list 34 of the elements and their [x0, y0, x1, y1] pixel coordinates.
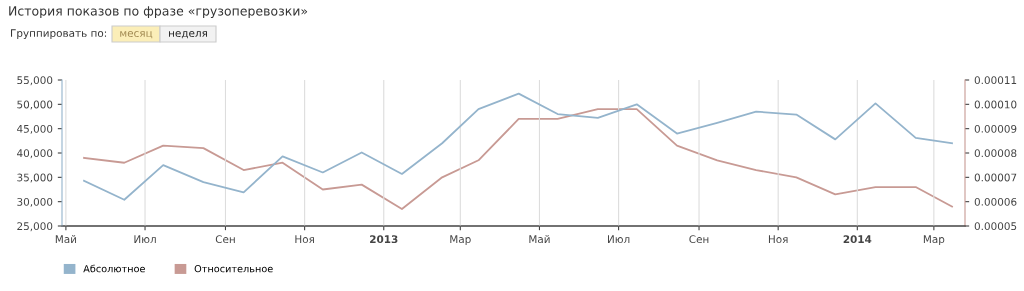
y2-tick-label: 0.00006: [974, 197, 1017, 206]
text: неделя: [169, 31, 207, 39]
x-tick-label: Сен: [215, 235, 235, 244]
x-tick-label: Июл: [608, 235, 630, 244]
y2-tick-label: 0.00009: [974, 124, 1017, 133]
x-tick-label: 2013: [370, 235, 398, 244]
text: Группировать по:: [11, 29, 107, 40]
text: месяц: [120, 31, 153, 39]
line-series: [83, 108, 953, 210]
x-tick-label: Май: [55, 235, 77, 244]
y-tick-label: 50,000: [17, 100, 53, 110]
legend-label: Абсолютное: [83, 264, 145, 273]
y2-tick-label: 0.00005: [974, 222, 1017, 231]
x-tick-label: 2014: [843, 235, 872, 244]
x-tick-label: Мар: [450, 235, 471, 246]
x-tick-label: Мар: [923, 235, 945, 246]
y2-tick-label: 0.00008: [974, 149, 1017, 158]
legend-label: Относительное: [194, 265, 273, 273]
x-tick-label: Май: [529, 235, 550, 244]
y-tick-label: 35,000: [17, 173, 53, 183]
y-tick-label: 45,000: [17, 124, 53, 134]
y2-tick-label: 0.00007: [974, 173, 1017, 182]
chart-title: История показов по фразе «грузоперевозки»: [9, 6, 308, 19]
y-tick-label: 30,000: [17, 197, 53, 207]
y-tick-label: 25,000: [17, 222, 53, 232]
y-tick-label: 40,000: [17, 149, 53, 159]
x-tick-label: Июл: [134, 235, 156, 244]
x-tick-label: Сен: [689, 235, 709, 244]
line-series: [83, 92, 953, 201]
y2-tick-label: 0.00011: [974, 76, 1017, 85]
y2-tick-label: 0.00010: [974, 100, 1017, 109]
y-tick-label: 55,000: [17, 76, 53, 86]
x-tick-label: Ноя: [768, 235, 788, 244]
x-tick-label: Ноя: [295, 235, 314, 244]
